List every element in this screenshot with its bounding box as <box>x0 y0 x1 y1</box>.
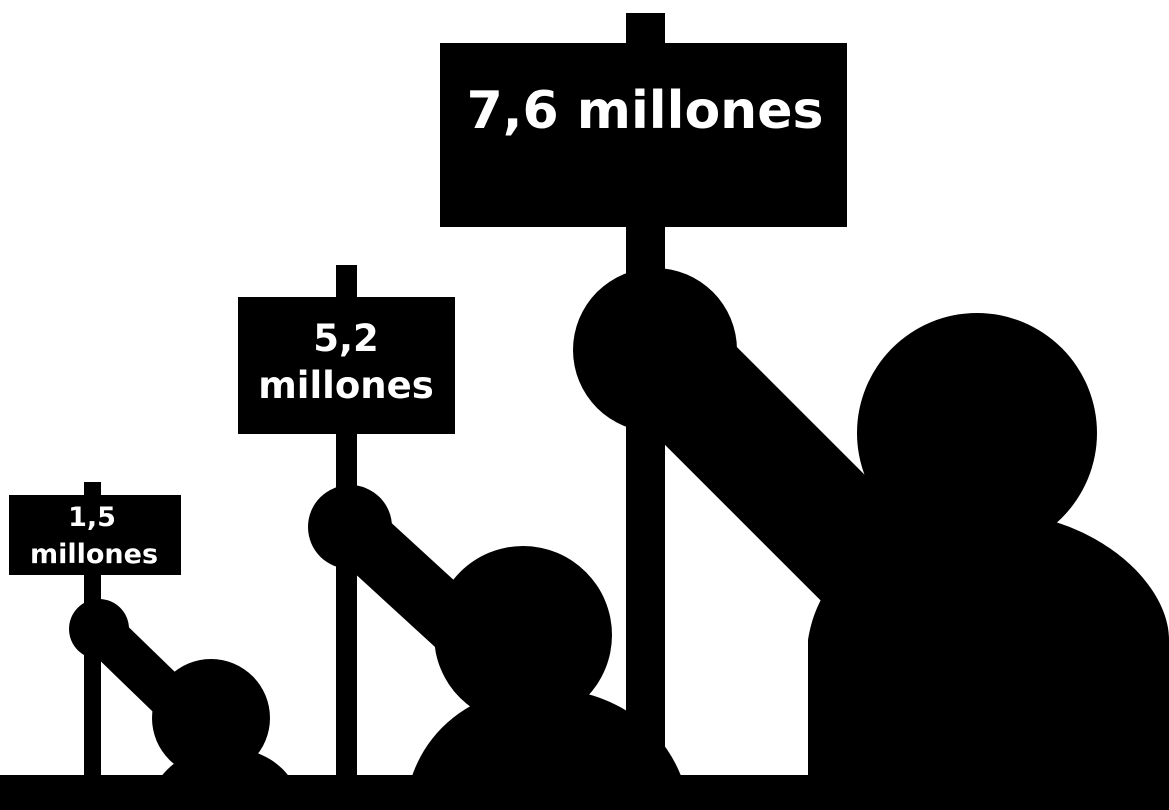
sign-label-small-line2: millones <box>30 539 158 570</box>
figure-medium: 5,2 millones <box>238 265 690 810</box>
head-medium <box>434 546 612 724</box>
head-large <box>857 313 1097 553</box>
sign-label-small-line1: 1,5 <box>68 502 116 533</box>
body-small <box>150 747 300 810</box>
sign-board-small <box>9 495 181 575</box>
body-medium <box>405 688 690 810</box>
sign-board-large <box>440 43 847 227</box>
figure-small: 1,5 millones <box>9 482 300 810</box>
figure-large: 7,6 millones <box>440 13 1169 810</box>
sign-label-medium-line1: 5,2 <box>313 317 379 360</box>
head-small <box>152 659 270 777</box>
sign-label-medium-line2: millones <box>258 364 433 407</box>
sign-label-large: 7,6 millones <box>467 81 824 141</box>
body-large <box>808 512 1169 810</box>
arm-large <box>595 290 940 635</box>
sign-board-medium <box>238 297 455 434</box>
